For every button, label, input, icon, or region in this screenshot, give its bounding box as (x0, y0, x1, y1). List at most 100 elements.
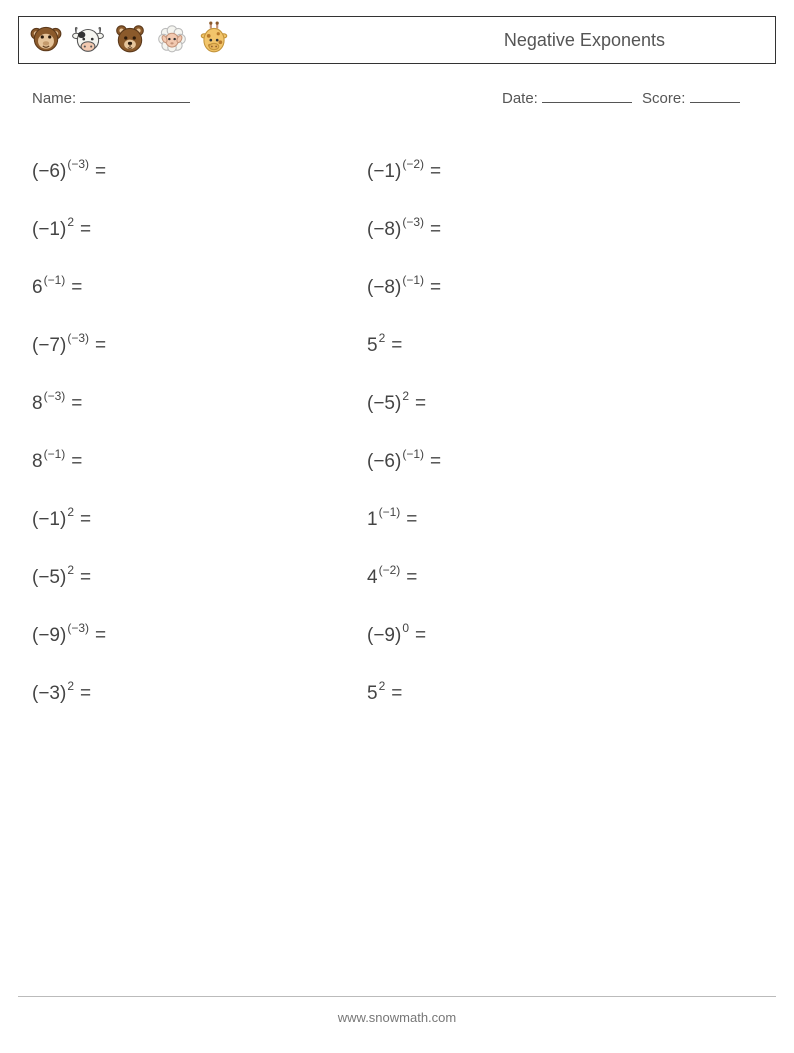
problem-row: (−6)(−1) = (367, 433, 702, 491)
problem-exponent: (−3) (67, 157, 89, 171)
equals-sign: = (415, 625, 426, 647)
monkey-icon (29, 21, 63, 60)
problem-base: (−6) (367, 451, 401, 473)
meta-score: Score: (642, 88, 740, 107)
cow-icon (71, 21, 105, 60)
problem-exponent: 2 (67, 679, 74, 693)
equals-sign: = (430, 277, 441, 299)
problem-exponent: (−3) (67, 331, 89, 345)
score-blank[interactable] (690, 88, 740, 103)
equals-sign: = (95, 625, 106, 647)
problem-base: 8 (32, 393, 43, 415)
equals-sign: = (71, 451, 82, 473)
meta-row: Name: Date: Score: (32, 88, 762, 107)
sheep-icon (155, 21, 189, 60)
equals-sign: = (71, 277, 82, 299)
problem-exponent: (−1) (44, 447, 66, 461)
equals-sign: = (391, 335, 402, 357)
equals-sign: = (430, 161, 441, 183)
equals-sign: = (95, 161, 106, 183)
problem-base: (−1) (367, 161, 401, 183)
bear-icon (113, 21, 147, 60)
problems-column-right: (−1)(−2) =(−8)(−3) =(−8)(−1) =52 =(−5)2 … (367, 143, 702, 723)
problems-area: (−6)(−3) =(−1)2 =6(−1) =(−7)(−3) =8(−3) … (32, 143, 762, 723)
equals-sign: = (391, 683, 402, 705)
name-label: Name: (32, 90, 76, 107)
problems-column-left: (−6)(−3) =(−1)2 =6(−1) =(−7)(−3) =8(−3) … (32, 143, 367, 723)
problem-row: (−5)2 = (32, 549, 367, 607)
problem-row: (−3)2 = (32, 665, 367, 723)
problem-exponent: 0 (402, 621, 409, 635)
worksheet-page: Negative Exponents Name: Date: Score: (−… (0, 0, 794, 1053)
problem-exponent: 2 (67, 563, 74, 577)
equals-sign: = (80, 219, 91, 241)
meta-date: Date: (502, 88, 632, 107)
worksheet-title: Negative Exponents (504, 30, 765, 51)
problem-row: (−1)(−2) = (367, 143, 702, 201)
equals-sign: = (430, 219, 441, 241)
problem-exponent: (−1) (44, 273, 66, 287)
date-blank[interactable] (542, 88, 632, 103)
problem-row: 52 = (367, 317, 702, 375)
problem-base: (−1) (32, 219, 66, 241)
problem-base: (−9) (32, 625, 66, 647)
problem-row: 4(−2) = (367, 549, 702, 607)
problem-exponent: 2 (67, 505, 74, 519)
footer-text: www.snowmath.com (0, 1010, 794, 1025)
problem-base: (−5) (32, 567, 66, 589)
problem-exponent: 2 (379, 679, 386, 693)
score-label: Score: (642, 90, 685, 107)
equals-sign: = (415, 393, 426, 415)
problem-base: (−3) (32, 683, 66, 705)
footer-divider (18, 996, 776, 997)
problem-base: 4 (367, 567, 378, 589)
problem-row: (−6)(−3) = (32, 143, 367, 201)
problem-exponent: (−3) (67, 621, 89, 635)
problem-exponent: (−2) (402, 157, 424, 171)
equals-sign: = (406, 567, 417, 589)
problem-exponent: 2 (379, 331, 386, 345)
problem-row: 1(−1) = (367, 491, 702, 549)
problem-base: (−8) (367, 277, 401, 299)
problem-exponent: 2 (402, 389, 409, 403)
problem-base: (−6) (32, 161, 66, 183)
problem-row: (−7)(−3) = (32, 317, 367, 375)
problem-row: (−5)2 = (367, 375, 702, 433)
problem-base: 8 (32, 451, 43, 473)
problem-base: (−9) (367, 625, 401, 647)
giraffe-icon (197, 21, 231, 60)
equals-sign: = (71, 393, 82, 415)
problem-row: 6(−1) = (32, 259, 367, 317)
meta-name: Name: (32, 88, 502, 107)
equals-sign: = (80, 683, 91, 705)
problem-row: 8(−3) = (32, 375, 367, 433)
problem-exponent: (−1) (379, 505, 401, 519)
problem-base: 5 (367, 683, 378, 705)
problem-base: (−8) (367, 219, 401, 241)
problem-base: (−7) (32, 335, 66, 357)
problem-row: 8(−1) = (32, 433, 367, 491)
problem-exponent: 2 (67, 215, 74, 229)
problem-base: 5 (367, 335, 378, 357)
equals-sign: = (80, 509, 91, 531)
problem-exponent: (−3) (44, 389, 66, 403)
problem-row: (−8)(−3) = (367, 201, 702, 259)
problem-base: 1 (367, 509, 378, 531)
equals-sign: = (80, 567, 91, 589)
problem-row: (−9)0 = (367, 607, 702, 665)
equals-sign: = (430, 451, 441, 473)
problem-base: (−5) (367, 393, 401, 415)
name-blank[interactable] (80, 88, 190, 103)
problem-exponent: (−1) (402, 447, 424, 461)
animal-icons-row (29, 21, 231, 60)
problem-exponent: (−2) (379, 563, 401, 577)
problem-base: (−1) (32, 509, 66, 531)
problem-row: (−1)2 = (32, 201, 367, 259)
problem-base: 6 (32, 277, 43, 299)
header-box: Negative Exponents (18, 16, 776, 64)
equals-sign: = (95, 335, 106, 357)
problem-exponent: (−1) (402, 273, 424, 287)
date-label: Date: (502, 90, 538, 107)
problem-row: (−9)(−3) = (32, 607, 367, 665)
problem-row: (−1)2 = (32, 491, 367, 549)
